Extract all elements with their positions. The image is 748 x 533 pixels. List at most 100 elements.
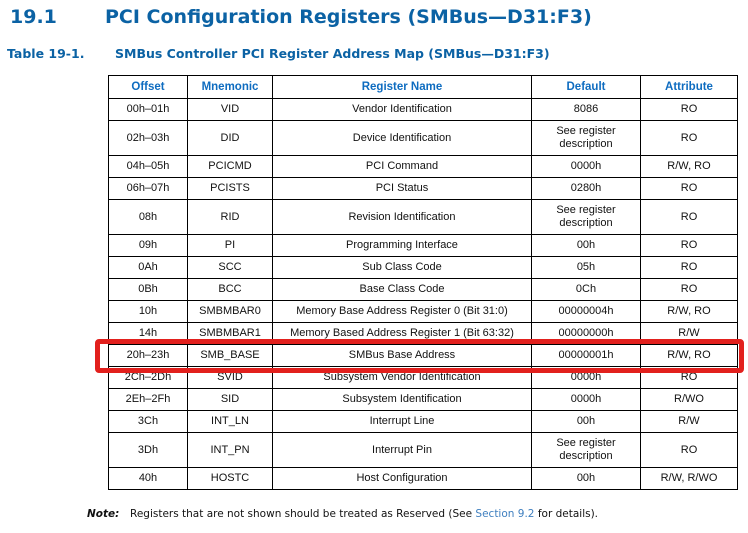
cell-offset: 0Bh [108, 278, 188, 301]
table-caption-text: SMBus Controller PCI Register Address Ma… [115, 46, 550, 61]
cell-attribute: R/W, RO [640, 300, 738, 323]
cell-offset: 08h [108, 199, 188, 235]
cell-mnemonic: INT_LN [187, 410, 273, 433]
cell-mnemonic: SMB_BASE [187, 344, 273, 367]
cell-mnemonic: SVID [187, 366, 273, 389]
cell-default: 00h [531, 410, 641, 433]
cell-offset: 04h–05h [108, 155, 188, 178]
footnote-label: Note: [87, 508, 120, 520]
cell-offset: 02h–03h [108, 120, 188, 156]
cell-register-name: Programming Interface [272, 234, 532, 257]
cell-attribute: RO [640, 199, 738, 235]
cell-register-name: Memory Based Address Register 1 (Bit 63:… [272, 322, 532, 345]
table-row: 0Bh BCC Base Class Code 0Ch RO [108, 278, 738, 301]
cell-default: 8086 [531, 98, 641, 121]
table-row: 14h SMBMBAR1 Memory Based Address Regist… [108, 322, 738, 345]
cell-default: 0000h [531, 366, 641, 389]
cell-attribute: RO [640, 98, 738, 121]
cell-register-name: Subsystem Identification [272, 388, 532, 411]
register-table-container: Offset Mnemonic Register Name Default At… [94, 75, 744, 490]
table-row: 40h HOSTC Host Configuration 00h R/W, R/… [108, 467, 738, 490]
cell-mnemonic: PCICMD [187, 155, 273, 178]
cell-default: 0000h [531, 388, 641, 411]
column-header-default: Default [531, 75, 641, 99]
cell-offset: 0Ah [108, 256, 188, 279]
cell-register-name: Memory Base Address Register 0 (Bit 31:0… [272, 300, 532, 323]
column-header-register-name: Register Name [272, 75, 532, 99]
table-row: 0Ah SCC Sub Class Code 05h RO [108, 256, 738, 279]
cell-attribute: RO [640, 432, 738, 468]
cell-attribute: R/W, RO [640, 344, 738, 367]
cell-register-name: Base Class Code [272, 278, 532, 301]
cell-default: 00000004h [531, 300, 641, 323]
cell-attribute: RO [640, 120, 738, 156]
table-row: 10h SMBMBAR0 Memory Base Address Registe… [108, 300, 738, 323]
column-header-attribute: Attribute [640, 75, 738, 99]
cell-offset: 3Ch [108, 410, 188, 433]
footnote-text-after: for details). [534, 508, 599, 520]
cell-default: 0280h [531, 177, 641, 200]
table-header-row: Offset Mnemonic Register Name Default At… [108, 75, 738, 99]
footnote-text-before: Registers that are not shown should be t… [130, 508, 476, 520]
cell-offset: 14h [108, 322, 188, 345]
cell-mnemonic: VID [187, 98, 273, 121]
cell-register-name: Interrupt Pin [272, 432, 532, 468]
cell-offset: 40h [108, 467, 188, 490]
cell-register-name: Vendor Identification [272, 98, 532, 121]
cell-offset: 09h [108, 234, 188, 257]
table-row: 00h–01h VID Vendor Identification 8086 R… [108, 98, 738, 121]
cell-mnemonic: PI [187, 234, 273, 257]
table-row: 06h–07h PCISTS PCI Status 0280h RO [108, 177, 738, 200]
cell-mnemonic: SID [187, 388, 273, 411]
cell-mnemonic: BCC [187, 278, 273, 301]
cell-offset: 2Eh–2Fh [108, 388, 188, 411]
cell-register-name: PCI Command [272, 155, 532, 178]
cell-attribute: RO [640, 366, 738, 389]
cell-offset: 3Dh [108, 432, 188, 468]
cell-default: 00000000h [531, 322, 641, 345]
cell-mnemonic: HOSTC [187, 467, 273, 490]
footnote: Note: Registers that are not shown should… [87, 508, 598, 520]
cell-mnemonic: DID [187, 120, 273, 156]
cell-mnemonic: INT_PN [187, 432, 273, 468]
section-9-2-link[interactable]: Section 9.2 [475, 508, 535, 520]
cell-mnemonic: RID [187, 199, 273, 235]
section-heading: 19.1 PCI Configuration Registers (SMBus—D… [10, 6, 592, 28]
cell-default: 0000h [531, 155, 641, 178]
cell-register-name: Revision Identification [272, 199, 532, 235]
cell-attribute: RO [640, 256, 738, 279]
cell-attribute: RO [640, 234, 738, 257]
cell-attribute: RO [640, 278, 738, 301]
table-row: 2Ch–2Dh SVID Subsystem Vendor Identifica… [108, 366, 738, 389]
cell-register-name: Device Identification [272, 120, 532, 156]
cell-mnemonic: SMBMBAR1 [187, 322, 273, 345]
table-row: 3Ch INT_LN Interrupt Line 00h R/W [108, 410, 738, 433]
cell-offset: 20h–23h [108, 344, 188, 367]
cell-default: See register description [531, 432, 641, 468]
cell-register-name: PCI Status [272, 177, 532, 200]
cell-default: 00000001h [531, 344, 641, 367]
cell-register-name: Host Configuration [272, 467, 532, 490]
table-row: 2Eh–2Fh SID Subsystem Identification 000… [108, 388, 738, 411]
table-row: 3Dh INT_PN Interrupt Pin See register de… [108, 432, 738, 468]
cell-mnemonic: SCC [187, 256, 273, 279]
table-body: 00h–01h VID Vendor Identification 8086 R… [108, 98, 738, 490]
table-row: 02h–03h DID Device Identification See re… [108, 120, 738, 156]
cell-default: See register description [531, 199, 641, 235]
cell-mnemonic: PCISTS [187, 177, 273, 200]
table-row: 08h RID Revision Identification See regi… [108, 199, 738, 235]
cell-default: 00h [531, 467, 641, 490]
cell-offset: 00h–01h [108, 98, 188, 121]
cell-attribute: R/WO [640, 388, 738, 411]
cell-offset: 10h [108, 300, 188, 323]
cell-attribute: R/W [640, 322, 738, 345]
table-row: 20h–23h SMB_BASE SMBus Base Address 0000… [108, 344, 738, 367]
column-header-offset: Offset [108, 75, 188, 99]
table-row: 09h PI Programming Interface 00h RO [108, 234, 738, 257]
cell-default: 00h [531, 234, 641, 257]
cell-register-name: Sub Class Code [272, 256, 532, 279]
table-caption-label: Table 19-1. [7, 46, 85, 61]
cell-default: 0Ch [531, 278, 641, 301]
column-header-mnemonic: Mnemonic [187, 75, 273, 99]
